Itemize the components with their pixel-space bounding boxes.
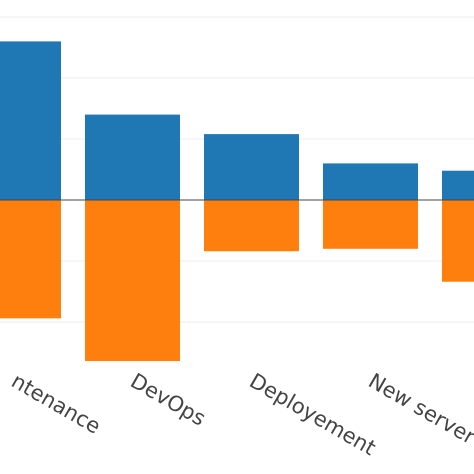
x-tick-label: New server bbox=[364, 369, 474, 449]
bar-negative-new-server[interactable] bbox=[323, 200, 418, 249]
bar-negative-maintenance[interactable] bbox=[0, 200, 61, 319]
bar-positive-maintenance[interactable] bbox=[0, 41, 61, 201]
bar-negative-devops[interactable] bbox=[85, 200, 180, 362]
x-tick-label: Deployement bbox=[245, 369, 379, 460]
bar-negative-deployement[interactable] bbox=[204, 200, 299, 252]
bar-positive-new-server[interactable] bbox=[323, 163, 418, 200]
bar-negative-dev[interactable] bbox=[442, 200, 474, 282]
bars bbox=[0, 41, 474, 362]
bar-positive-dev[interactable] bbox=[442, 170, 474, 200]
bar-positive-deployement[interactable] bbox=[204, 134, 299, 200]
x-tick-label: ntenance bbox=[7, 369, 104, 439]
bar-positive-devops[interactable] bbox=[85, 114, 180, 200]
x-tick-label: DevOps bbox=[126, 369, 209, 431]
